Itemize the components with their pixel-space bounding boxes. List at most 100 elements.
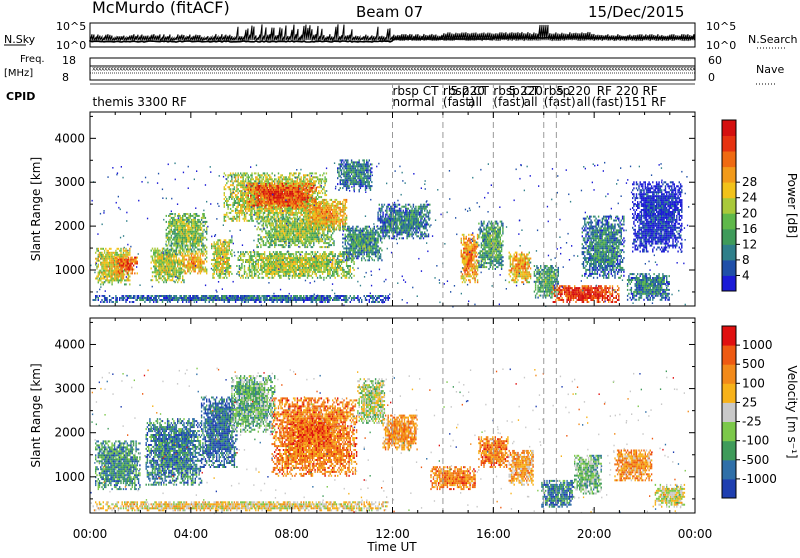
data-cell xyxy=(153,297,154,299)
data-cell xyxy=(200,263,201,265)
data-cell xyxy=(312,191,313,193)
data-cell xyxy=(231,253,232,255)
data-cell xyxy=(166,256,167,258)
data-cell xyxy=(132,261,133,263)
data-cell xyxy=(318,297,319,299)
data-cell xyxy=(167,299,168,301)
data-cell xyxy=(379,297,380,299)
data-cell xyxy=(353,299,354,301)
data-cell xyxy=(246,198,247,200)
cpid-annotation: all xyxy=(468,95,482,109)
data-cell xyxy=(288,178,289,180)
data-cell xyxy=(231,198,232,200)
data-cell xyxy=(261,261,262,263)
data-cell xyxy=(284,191,285,193)
data-cell xyxy=(288,201,289,203)
data-cell xyxy=(317,194,318,196)
data-cell xyxy=(104,270,105,272)
data-cell xyxy=(157,269,158,271)
data-cell xyxy=(288,176,289,178)
data-cell xyxy=(197,225,198,227)
data-cell xyxy=(225,255,226,257)
data-cell xyxy=(158,252,159,254)
data-cell xyxy=(105,258,106,260)
data-cell xyxy=(283,255,284,257)
data-cell xyxy=(144,301,145,303)
data-cell xyxy=(249,295,250,297)
data-cell xyxy=(108,264,109,266)
data-cell xyxy=(183,299,184,301)
data-cell xyxy=(96,278,97,280)
data-cell xyxy=(128,279,129,281)
data-cell xyxy=(229,243,230,245)
data-cell xyxy=(272,297,273,299)
data-cell xyxy=(251,172,252,174)
data-cell xyxy=(263,191,264,193)
data-cell xyxy=(231,249,232,251)
data-cell xyxy=(117,254,118,256)
data-cell xyxy=(215,269,216,271)
data-cell xyxy=(253,259,254,261)
data-cell xyxy=(171,243,172,245)
data-cell xyxy=(280,193,281,195)
data-cell xyxy=(238,259,239,261)
data-cell xyxy=(284,267,285,269)
data-cell xyxy=(258,297,259,299)
data-cell xyxy=(292,214,293,216)
data-cell xyxy=(340,295,341,297)
data-cell xyxy=(185,235,186,237)
data-cell xyxy=(256,212,257,214)
data-cell xyxy=(173,229,174,231)
data-cell xyxy=(249,210,250,212)
data-cell xyxy=(277,216,278,218)
data-cell xyxy=(109,268,110,270)
data-cell xyxy=(201,299,202,301)
data-cell xyxy=(220,273,221,275)
data-cell xyxy=(261,273,262,275)
data-cell xyxy=(227,261,228,263)
data-cell xyxy=(284,299,285,301)
data-cell xyxy=(256,253,257,255)
data-cell xyxy=(289,189,290,191)
data-cell xyxy=(244,184,245,186)
data-cell xyxy=(117,278,118,280)
data-cell xyxy=(182,249,183,251)
data-cell xyxy=(120,269,121,271)
data-cell xyxy=(122,259,123,261)
data-cell xyxy=(298,273,299,275)
data-cell xyxy=(259,299,260,301)
data-cell xyxy=(158,273,159,275)
data-cell xyxy=(166,249,167,251)
data-cell xyxy=(190,257,191,259)
data-cell xyxy=(180,265,181,267)
data-cell xyxy=(176,299,177,301)
data-cell xyxy=(201,270,202,272)
data-cell xyxy=(274,257,275,259)
data-cell xyxy=(166,273,167,275)
data-cell xyxy=(302,208,303,210)
data-cell xyxy=(217,239,218,241)
data-cell xyxy=(270,257,271,259)
data-cell xyxy=(248,220,249,222)
data-cell xyxy=(196,301,197,303)
data-cell xyxy=(169,225,170,227)
data-cell xyxy=(301,201,302,203)
data-cell xyxy=(221,267,222,269)
data-cell xyxy=(302,195,303,197)
data-cell xyxy=(108,276,109,278)
data-cell xyxy=(299,178,300,180)
data-cell xyxy=(227,241,228,243)
data-cell xyxy=(250,208,251,210)
data-cell xyxy=(172,249,173,251)
data-cell xyxy=(154,297,155,299)
data-cell xyxy=(122,263,123,265)
data-cell xyxy=(312,172,313,174)
data-cell xyxy=(161,269,162,271)
data-cell xyxy=(350,301,351,303)
data-cell xyxy=(206,239,207,241)
data-cell xyxy=(96,258,97,260)
data-cell xyxy=(259,210,260,212)
data-cell xyxy=(301,191,302,193)
data-cell xyxy=(250,191,251,193)
data-cell xyxy=(122,297,123,299)
